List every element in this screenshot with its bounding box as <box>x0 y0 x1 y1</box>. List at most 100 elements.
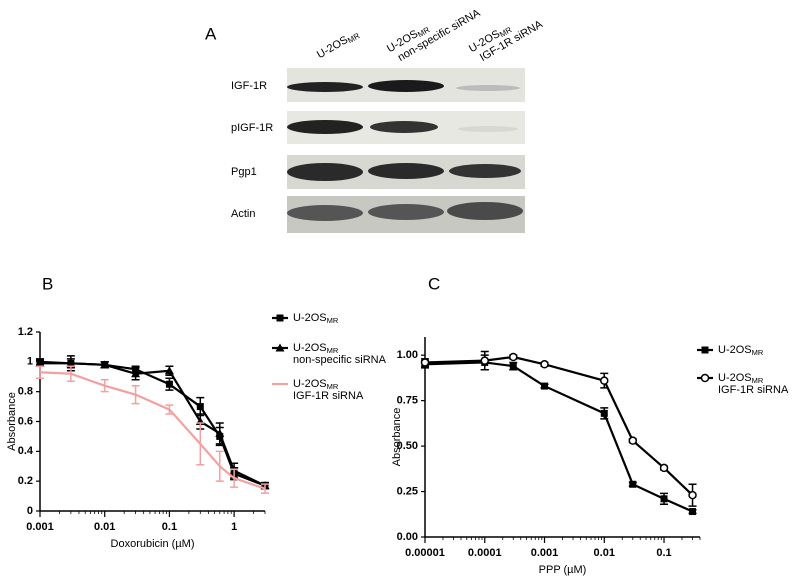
legend-name-sub: MR <box>327 382 339 391</box>
legend-name-sub: MR <box>327 316 339 325</box>
panel-label: B <box>42 274 53 293</box>
band <box>287 205 363 221</box>
legend-label: U-2OSMR <box>293 312 339 325</box>
marker <box>541 382 549 390</box>
band <box>287 120 363 134</box>
marker <box>480 356 490 365</box>
column-label-sub: MR <box>346 31 361 45</box>
band <box>370 121 438 133</box>
marker <box>600 409 608 417</box>
axis <box>424 337 700 538</box>
blot-strips <box>287 68 525 233</box>
error-bar <box>100 378 109 393</box>
band <box>368 163 444 179</box>
marker <box>35 358 45 367</box>
x-tick-label: 0.01 <box>594 547 615 559</box>
legend-note: non-specific siRNA <box>293 354 387 366</box>
band <box>447 202 523 220</box>
series-line <box>424 361 693 513</box>
y-tick-label: 0.8 <box>18 386 33 398</box>
band <box>368 80 444 92</box>
x-tick-label: 0.001 <box>531 547 559 559</box>
marker <box>600 376 609 385</box>
band <box>287 82 363 92</box>
row-label: Actin <box>231 208 255 220</box>
error-bar <box>230 468 239 488</box>
marker <box>164 366 174 375</box>
series-line <box>424 355 694 496</box>
error-bar <box>215 450 224 482</box>
error-bar <box>165 404 174 415</box>
legend-name: U-2OS <box>718 372 752 384</box>
error-bar <box>196 422 205 466</box>
marker <box>509 352 518 362</box>
y-tick-label: 0.00 <box>397 531 418 543</box>
x-tick-label: 0.1 <box>162 521 177 533</box>
y-tick-label: 0.25 <box>397 485 418 497</box>
x-axis-label: PPP (µM) <box>539 564 587 576</box>
column-label-main: U-2OS <box>315 34 350 61</box>
y-tick-label: 1.00 <box>397 349 418 361</box>
marker <box>100 360 110 369</box>
legend-label: U-2OSMR <box>718 344 764 357</box>
error-bar <box>261 483 269 494</box>
marker <box>688 490 697 500</box>
x-tick-label: 0.00001 <box>405 547 445 559</box>
column-label: U-2OSMR non-specific siRNA <box>385 0 483 66</box>
error-bar <box>131 384 140 405</box>
legend-name-sub: MR <box>327 346 339 355</box>
marker <box>66 358 76 367</box>
marker <box>420 358 430 367</box>
y-tick-label: 0.4 <box>18 445 34 457</box>
marker <box>165 380 173 388</box>
x-tick-label: 0.1 <box>656 547 671 559</box>
legend-name: U-2OS <box>293 342 327 354</box>
legend-marker <box>701 346 709 354</box>
band <box>368 204 444 220</box>
legend-name: U-2OS <box>293 312 327 324</box>
legend-marker <box>275 343 285 352</box>
band <box>456 85 520 91</box>
band <box>449 164 521 178</box>
marker <box>628 436 638 445</box>
marker <box>540 360 549 369</box>
marker <box>131 369 141 378</box>
error-bar <box>36 365 44 379</box>
legend-label: U-2OSMR non-specific siRNA <box>293 342 387 366</box>
y-tick-label: 0 <box>27 505 33 517</box>
column-label: U-2OSMR <box>315 28 362 63</box>
marker <box>659 463 669 473</box>
marker <box>196 403 204 411</box>
x-tick-label: 0.01 <box>94 521 115 533</box>
y-tick-label: 1.2 <box>18 326 33 338</box>
legend-name-sub: MR <box>752 348 764 357</box>
error-bar <box>66 365 75 382</box>
x-tick-label: 0.001 <box>26 521 54 533</box>
y-tick-label: 0.6 <box>18 415 33 427</box>
y-tick-label: 0.2 <box>18 475 33 487</box>
legend-note: IGF-1R siRNA <box>718 384 789 396</box>
marker <box>660 495 668 503</box>
legend-marker <box>276 314 284 322</box>
band <box>458 126 518 132</box>
y-tick-label: 0.50 <box>397 440 418 452</box>
marker <box>509 362 517 370</box>
marker <box>629 480 637 488</box>
row-label: Pgp1 <box>231 166 257 178</box>
legend-note: IGF-1R siRNA <box>293 390 364 402</box>
x-tick-label: 1 <box>231 521 237 533</box>
x-tick-label: 0.0001 <box>468 547 502 559</box>
y-tick-label: 1 <box>27 356 33 368</box>
panel-label: C <box>428 274 440 293</box>
legend-label: U-2OSMR IGF-1R siRNA <box>293 378 364 402</box>
row-label: IGF-1R <box>231 80 267 92</box>
marker <box>215 428 225 437</box>
legend-name-sub: MR <box>752 376 764 385</box>
legend-label: U-2OSMR IGF-1R siRNA <box>718 372 789 396</box>
y-axis-label: Absorbance <box>391 408 403 467</box>
legend-name: U-2OS <box>293 378 327 390</box>
band <box>287 163 363 181</box>
x-axis-label: Doxorubicin (µM) <box>111 538 195 550</box>
marker <box>689 508 697 516</box>
